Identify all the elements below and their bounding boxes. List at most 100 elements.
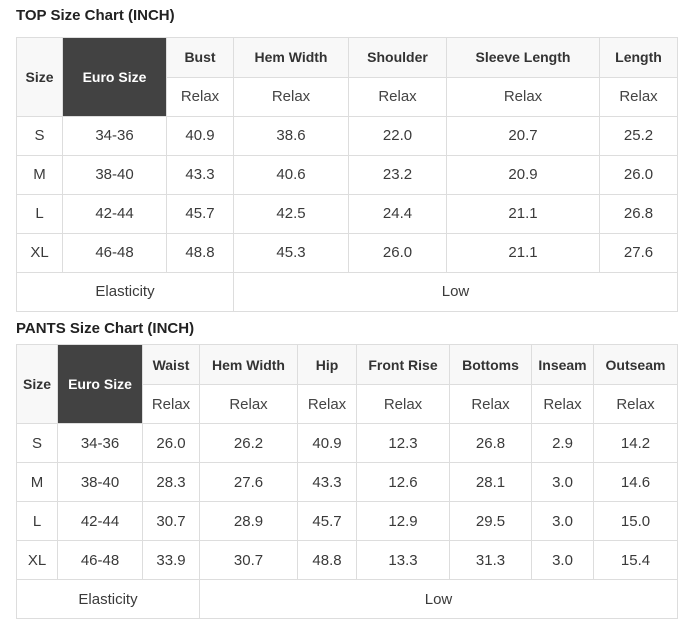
pants-fit-cell: Relax [593, 384, 678, 424]
top-fit-cell: Relax [446, 76, 600, 117]
top-fit-cell: Relax [233, 76, 349, 117]
top-euro-size-header: Euro Size [62, 36, 167, 117]
size-cell: L [16, 193, 63, 234]
value-cell: 26.8 [599, 193, 678, 234]
top-fit-row: Relax Relax Relax Relax Relax [17, 76, 678, 117]
pants-col-header-bottoms: Bottoms [449, 344, 532, 385]
value-cell: 3.0 [531, 462, 594, 502]
value-cell: 26.0 [348, 232, 447, 273]
value-cell: 33.9 [142, 540, 200, 580]
elasticity-row: Elasticity Low [16, 579, 678, 619]
value-cell: 24.4 [348, 193, 447, 234]
pants-fit-cell: Relax [531, 384, 594, 424]
size-cell: XL [16, 540, 58, 580]
top-header-row: Size Euro Size Bust Hem Width Shoulder S… [16, 36, 678, 117]
value-cell: 45.7 [297, 501, 357, 541]
top-chart-title: TOP Size Chart (INCH) [16, 7, 175, 24]
value-cell: 48.8 [297, 540, 357, 580]
table-row: L 42-44 30.7 28.9 45.7 12.9 29.5 3.0 15.… [16, 501, 678, 541]
value-cell: 21.1 [446, 232, 600, 273]
value-cell: 31.3 [449, 540, 532, 580]
pants-fit-cell: Relax [449, 384, 532, 424]
euro-size-cell: 34-36 [57, 423, 143, 463]
value-cell: 28.1 [449, 462, 532, 502]
size-cell: M [16, 154, 63, 195]
euro-size-cell: 42-44 [62, 193, 167, 234]
value-cell: 28.3 [142, 462, 200, 502]
value-cell: 3.0 [531, 501, 594, 541]
value-cell: 12.9 [356, 501, 450, 541]
pants-fit-cell: Relax [199, 384, 298, 424]
value-cell: 30.7 [199, 540, 298, 580]
size-cell: S [16, 423, 58, 463]
value-cell: 26.2 [199, 423, 298, 463]
pants-col-header-inseam: Inseam [531, 344, 594, 385]
value-cell: 30.7 [142, 501, 200, 541]
value-cell: 40.9 [166, 115, 234, 156]
value-cell: 23.2 [348, 154, 447, 195]
size-cell: S [16, 115, 63, 156]
value-cell: 42.5 [233, 193, 349, 234]
value-cell: 15.4 [593, 540, 678, 580]
value-cell: 27.6 [199, 462, 298, 502]
value-cell: 12.3 [356, 423, 450, 463]
value-cell: 22.0 [348, 115, 447, 156]
top-size-header: Size [16, 36, 63, 117]
value-cell: 40.9 [297, 423, 357, 463]
value-cell: 25.2 [599, 115, 678, 156]
value-cell: 14.2 [593, 423, 678, 463]
value-cell: 14.6 [593, 462, 678, 502]
value-cell: 43.3 [166, 154, 234, 195]
top-fit-cell: Relax [599, 76, 678, 117]
value-cell: 26.0 [599, 154, 678, 195]
pants-chart-title: PANTS Size Chart (INCH) [16, 319, 195, 337]
value-cell: 12.6 [356, 462, 450, 502]
pants-col-header-hip: Hip [297, 344, 357, 385]
pants-fit-row: Relax Relax Relax Relax Relax Relax Rela… [17, 384, 678, 424]
pants-fit-cell: Relax [356, 384, 450, 424]
size-cell: L [16, 501, 58, 541]
table-row: M 38-40 28.3 27.6 43.3 12.6 28.1 3.0 14.… [16, 462, 678, 502]
value-cell: 38.6 [233, 115, 349, 156]
pants-header-row: Size Euro Size Waist Hem Width Hip Front… [16, 344, 678, 424]
top-fit-cell: Relax [166, 76, 234, 117]
top-col-header-sleeve-length: Sleeve Length [446, 36, 600, 78]
euro-size-cell: 46-48 [62, 232, 167, 273]
euro-size-cell: 38-40 [57, 462, 143, 502]
value-cell: 20.9 [446, 154, 600, 195]
value-cell: 20.7 [446, 115, 600, 156]
value-cell: 26.0 [142, 423, 200, 463]
pants-fit-cell: Relax [142, 384, 200, 424]
euro-size-cell: 42-44 [57, 501, 143, 541]
value-cell: 15.0 [593, 501, 678, 541]
pants-col-header-waist: Waist [142, 344, 200, 385]
value-cell: 43.3 [297, 462, 357, 502]
value-cell: 40.6 [233, 154, 349, 195]
table-row: S 34-36 26.0 26.2 40.9 12.3 26.8 2.9 14.… [16, 423, 678, 463]
pants-col-header-outseam: Outseam [593, 344, 678, 385]
value-cell: 29.5 [449, 501, 532, 541]
table-row: S 34-36 40.9 38.6 22.0 20.7 25.2 [16, 115, 678, 156]
value-cell: 48.8 [166, 232, 234, 273]
top-size-table: Size Euro Size Bust Hem Width Shoulder S… [16, 36, 678, 312]
pants-size-table: Size Euro Size Waist Hem Width Hip Front… [16, 344, 678, 619]
euro-size-cell: 38-40 [62, 154, 167, 195]
pants-col-header-front-rise: Front Rise [356, 344, 450, 385]
value-cell: 2.9 [531, 423, 594, 463]
top-col-header-shoulder: Shoulder [348, 36, 447, 78]
pants-euro-size-header: Euro Size [57, 344, 143, 424]
value-cell: 27.6 [599, 232, 678, 273]
pants-col-header-hem-width: Hem Width [199, 344, 298, 385]
top-col-header-bust: Bust [166, 36, 234, 78]
euro-size-cell: 34-36 [62, 115, 167, 156]
table-row: M 38-40 43.3 40.6 23.2 20.9 26.0 [16, 154, 678, 195]
pants-size-header: Size [16, 344, 58, 424]
value-cell: 26.8 [449, 423, 532, 463]
pants-fit-cell: Relax [297, 384, 357, 424]
table-row: XL 46-48 48.8 45.3 26.0 21.1 27.6 [16, 232, 678, 273]
elasticity-row: Elasticity Low [16, 271, 678, 312]
value-cell: 13.3 [356, 540, 450, 580]
elasticity-value-cell: Low [233, 271, 678, 312]
table-row: L 42-44 45.7 42.5 24.4 21.1 26.8 [16, 193, 678, 234]
